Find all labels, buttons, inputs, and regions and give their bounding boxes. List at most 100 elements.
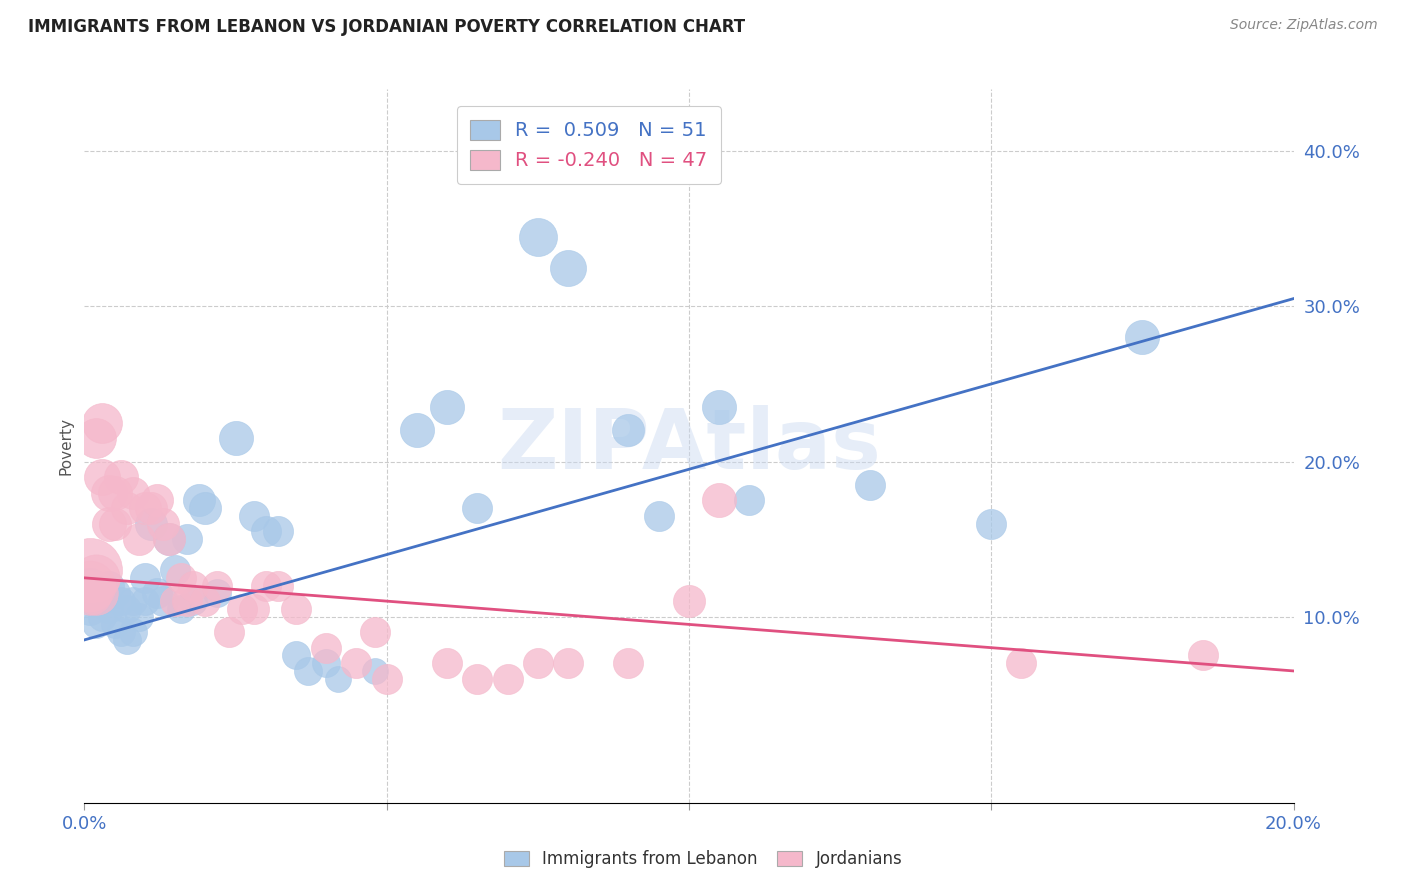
Point [188,493,211,508]
Point [97,485,120,500]
Point [176,594,198,608]
Point [980,516,1002,531]
Text: ZIPAtlas: ZIPAtlas [496,406,882,486]
Point [91,416,114,430]
Point [617,424,640,438]
Point [115,602,138,616]
Point [315,640,337,655]
Point [738,493,761,508]
Point [181,579,204,593]
Point [436,401,458,415]
Point [152,516,174,531]
Point [194,594,217,608]
Point [86,431,108,445]
Point [146,586,169,600]
Point [91,609,114,624]
Point [467,501,489,516]
Point [86,571,108,585]
Point [128,609,150,624]
Point [194,501,217,516]
Point [134,571,156,585]
Point [242,508,264,523]
Point [363,664,385,678]
Point [139,501,162,516]
Point [104,516,127,531]
Point [557,656,579,670]
Point [79,586,101,600]
Point [91,470,114,484]
Y-axis label: Poverty: Poverty [58,417,73,475]
Point [859,477,882,491]
Point [315,656,337,670]
Point [207,586,229,600]
Point [86,586,108,600]
Point [170,602,193,616]
Point [79,563,101,577]
Point [110,470,132,484]
Point [97,579,120,593]
Point [104,586,127,600]
Point [146,493,169,508]
Point [157,532,180,546]
Point [467,672,489,686]
Point [496,672,519,686]
Point [218,625,240,640]
Point [254,524,277,539]
Point [527,229,550,244]
Point [91,586,114,600]
Point [254,579,277,593]
Point [165,563,187,577]
Point [225,431,247,445]
Point [231,602,253,616]
Point [152,594,174,608]
Text: IMMIGRANTS FROM LEBANON VS JORDANIAN POVERTY CORRELATION CHART: IMMIGRANTS FROM LEBANON VS JORDANIAN POV… [28,18,745,36]
Point [436,656,458,670]
Point [285,648,308,663]
Point [86,617,108,632]
Point [79,579,101,593]
Point [557,260,579,275]
Point [115,632,138,647]
Point [165,594,187,608]
Legend: Immigrants from Lebanon, Jordanians: Immigrants from Lebanon, Jordanians [496,844,910,875]
Point [157,532,180,546]
Point [1192,648,1215,663]
Point [110,625,132,640]
Point [86,594,108,608]
Text: Source: ZipAtlas.com: Source: ZipAtlas.com [1230,18,1378,32]
Point [176,532,198,546]
Point [678,594,700,608]
Point [134,594,156,608]
Point [648,508,671,523]
Point [709,493,731,508]
Point [104,617,127,632]
Point [79,602,101,616]
Point [1011,656,1033,670]
Point [104,485,127,500]
Legend: R =  0.509   N = 51, R = -0.240   N = 47: R = 0.509 N = 51, R = -0.240 N = 47 [457,106,721,184]
Point [375,672,398,686]
Point [617,656,640,670]
Point [115,501,138,516]
Point [1130,330,1153,344]
Point [328,672,350,686]
Point [97,602,120,616]
Point [110,594,132,608]
Point [121,485,143,500]
Point [181,594,204,608]
Point [297,664,319,678]
Point [170,571,193,585]
Point [121,594,143,608]
Point [97,516,120,531]
Point [527,656,550,670]
Point [267,524,290,539]
Point [128,532,150,546]
Point [346,656,368,670]
Point [267,579,290,593]
Point [139,516,162,531]
Point [242,602,264,616]
Point [363,625,385,640]
Point [134,501,156,516]
Point [121,625,143,640]
Point [406,424,429,438]
